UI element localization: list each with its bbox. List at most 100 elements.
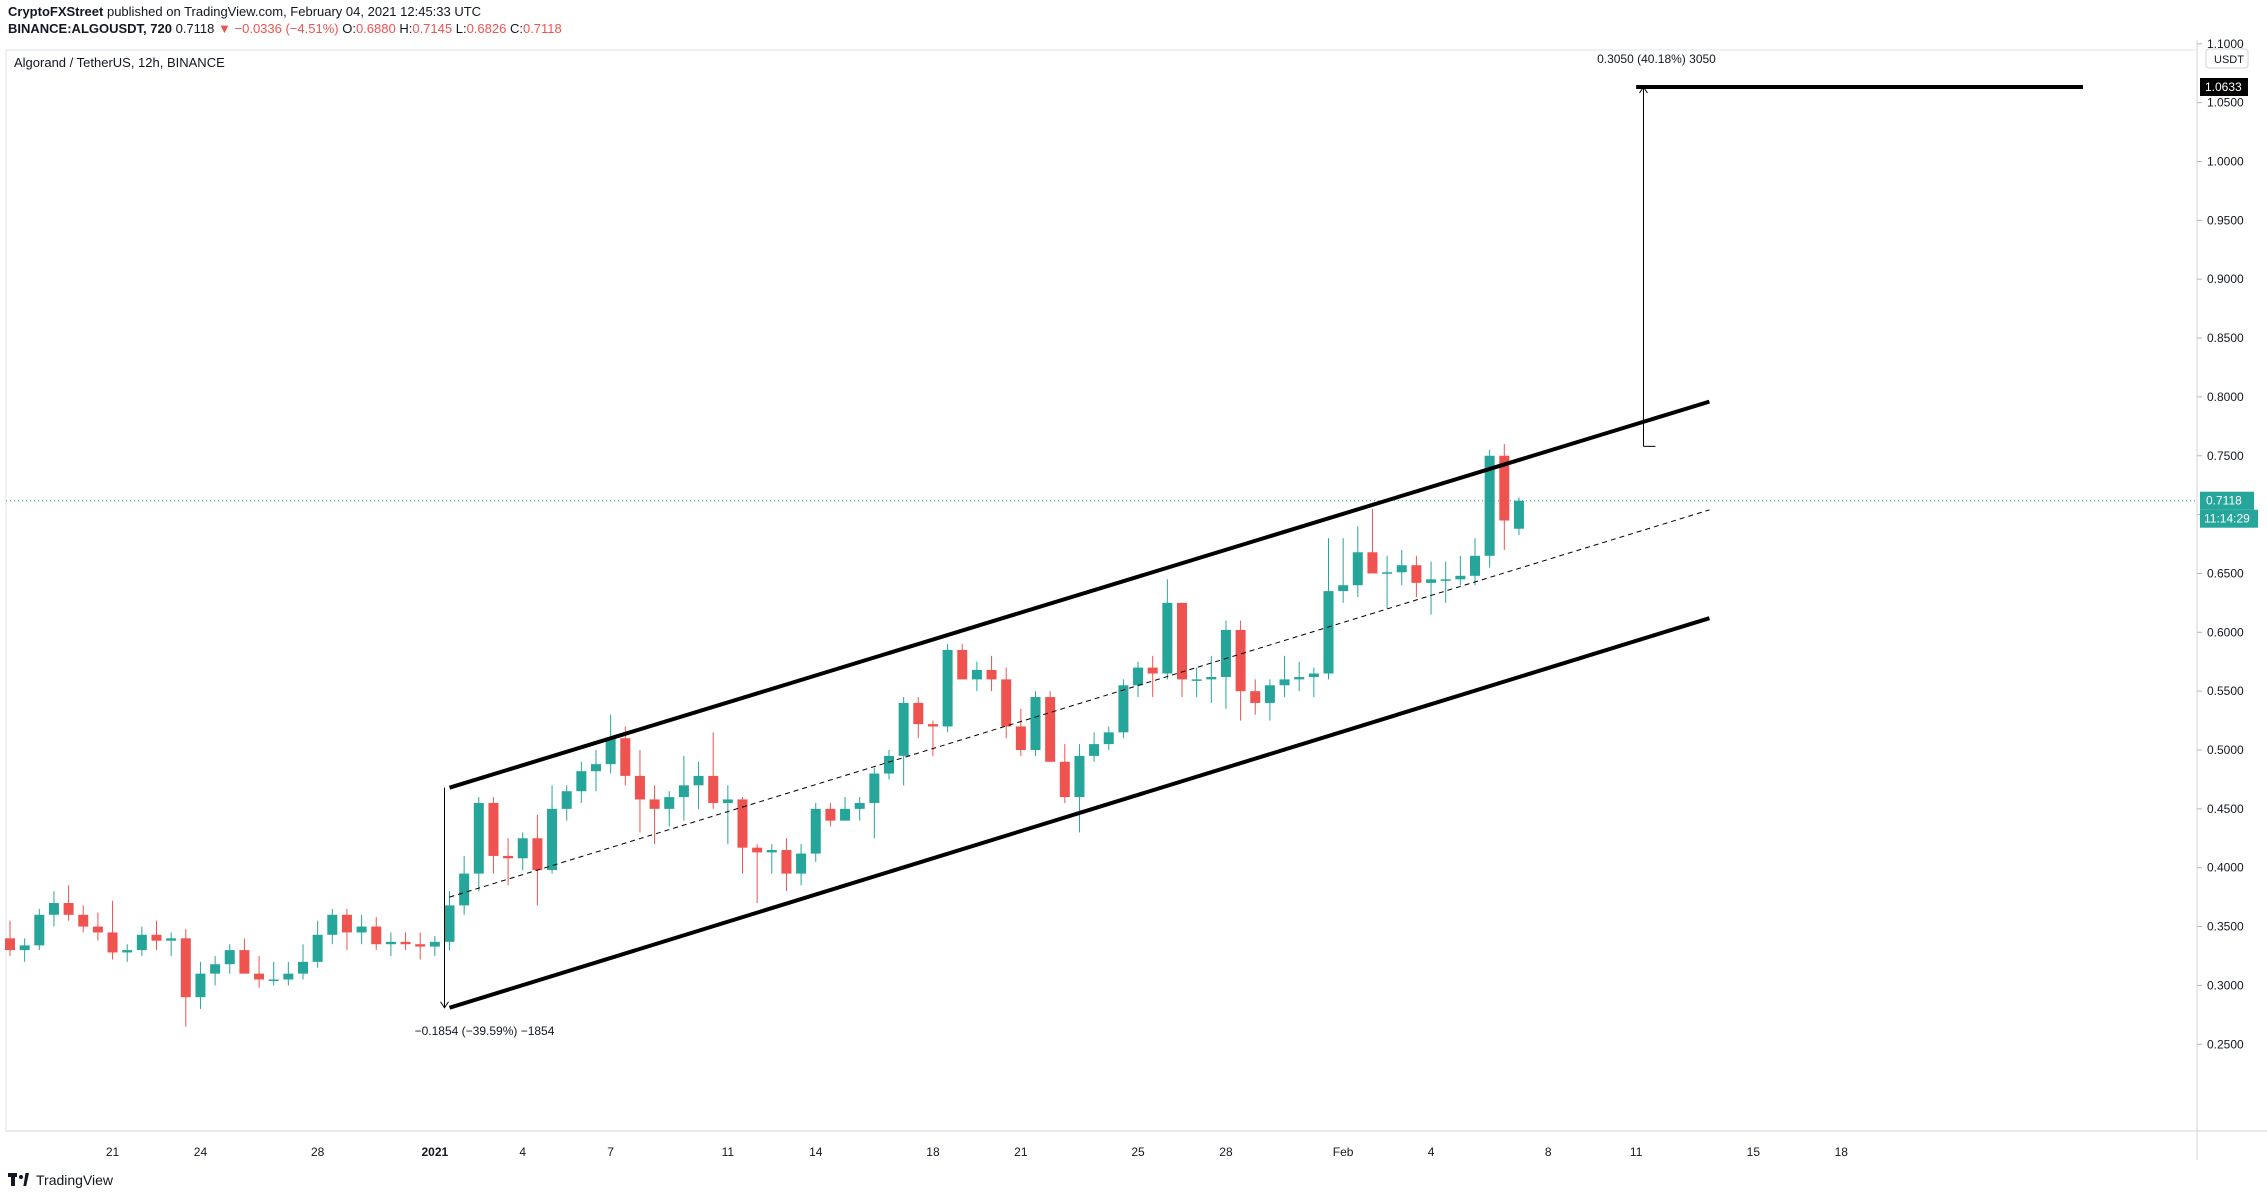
tradingview-brand: TradingView (36, 1172, 114, 1188)
candle-body (1015, 726, 1026, 751)
open-value: 0.6880 (355, 21, 396, 36)
low-label: L: (455, 21, 467, 36)
symbol-label: BINANCE:ALGOUSDT, 720 (8, 21, 172, 36)
candle-body (1323, 591, 1334, 674)
candle-body (664, 797, 675, 809)
y-tick-label: 0.9500 (2207, 213, 2244, 227)
candle-body (722, 799, 733, 803)
countdown-badge (2200, 509, 2258, 528)
candle-body (854, 802, 865, 809)
candle-body (561, 791, 572, 809)
candle-body (869, 773, 880, 803)
y-tick-label: 0.5500 (2207, 684, 2244, 698)
candle-body (693, 775, 704, 786)
candle-body (1001, 679, 1012, 727)
candle-body (1074, 755, 1085, 798)
y-tick-label: 0.7500 (2207, 449, 2244, 463)
candle-body (1294, 677, 1305, 680)
x-tick-label: 21 (106, 1145, 120, 1159)
y-tick-label: 0.6500 (2207, 566, 2244, 580)
candle-body (224, 950, 235, 965)
candle-body (122, 950, 133, 953)
candle-body (210, 964, 221, 974)
x-tick-label: 28 (311, 1145, 325, 1159)
y-tick-label: 0.3500 (2207, 920, 2244, 934)
y-tick-label: 0.3000 (2207, 978, 2244, 992)
change-arrow-icon: ▼ (218, 21, 231, 36)
channel-lower-line (448, 616, 1710, 1010)
published-text: published on TradingView.com, February 0… (103, 4, 482, 19)
last-price-badge-label: 0.7118 (2206, 494, 2242, 508)
candle-body (1513, 500, 1524, 529)
candle-body (1382, 572, 1393, 574)
candle-body (766, 850, 777, 853)
candle-body (1059, 761, 1070, 798)
candle-body (298, 961, 308, 974)
candle-body (1045, 697, 1056, 762)
candle-body (1426, 579, 1437, 583)
measure-up-label: 0.3050 (40.18%) 3050 (1597, 52, 1716, 66)
candle-body (195, 973, 206, 998)
y-tick-label: 1.0000 (2207, 155, 2244, 169)
close-label: C: (509, 21, 523, 36)
candle-body (1440, 579, 1451, 581)
candle-body (5, 938, 15, 951)
candle-body (1484, 455, 1495, 556)
x-tick-label: 25 (1131, 1145, 1145, 1159)
x-tick-label: 15 (1747, 1145, 1761, 1159)
y-tick-label: 0.6000 (2207, 625, 2244, 639)
y-tick-label: 0.8000 (2207, 390, 2244, 404)
candle-body (620, 738, 631, 776)
candle-body (634, 775, 645, 800)
candle-body (1367, 552, 1378, 574)
candle-body (1118, 685, 1129, 733)
y-tick-label: 0.8500 (2207, 331, 2244, 345)
candle-body (927, 724, 938, 727)
candle-body (1162, 602, 1173, 674)
candle-body (444, 905, 455, 942)
candle-body (796, 853, 807, 874)
candle-body (107, 932, 118, 953)
x-tick-label: 2021 (421, 1145, 448, 1159)
candle-body (312, 934, 323, 962)
channel-middle-line (449, 509, 1710, 898)
candle-body (708, 775, 719, 803)
publisher-name: CryptoFXStreet (8, 4, 104, 19)
measure-down-arrow-icon (440, 1001, 449, 1009)
x-tick-label: 8 (1545, 1145, 1552, 1159)
chart-title: Algorand / TetherUS, 12h, BINANCE (14, 55, 225, 70)
candle-body (752, 847, 763, 853)
x-tick-label: Feb (1333, 1145, 1354, 1159)
candle-body (532, 838, 543, 871)
candle-body (371, 926, 382, 945)
x-tick-label: 21 (1014, 1145, 1028, 1159)
last-price: 0.7118 (175, 21, 215, 36)
measure-down-label: −0.1854 (−39.59%) −1854 (415, 1024, 555, 1038)
y-tick-label: 1.0500 (2207, 96, 2244, 110)
x-tick-label: 28 (1219, 1145, 1233, 1159)
target-badge-label: 1.0633 (2205, 80, 2242, 94)
candle-body (327, 914, 338, 935)
y-tick-label: 0.9000 (2207, 272, 2244, 286)
candle-body (385, 941, 396, 945)
candle-body (503, 855, 514, 859)
candle-body (400, 941, 411, 945)
tradingview-logo[interactable]: TradingView (8, 1172, 113, 1188)
candle-body (1030, 697, 1041, 751)
candle-body (547, 808, 558, 871)
plot-frame (5, 49, 2198, 1132)
candle-body (1352, 552, 1363, 586)
candle-body (840, 808, 851, 821)
candle-body (136, 934, 147, 951)
x-tick-label: 4 (519, 1145, 526, 1159)
symbol-ohlc-line: BINANCE:ALGOUSDT, 720 0.7118 ▼ −0.0336 (… (8, 21, 562, 36)
x-tick-label: 11 (722, 1145, 735, 1159)
candle-body (1250, 691, 1261, 703)
candle-body (591, 764, 601, 772)
candle-body (781, 850, 792, 874)
candle-body (92, 926, 103, 933)
candle-body (605, 738, 616, 765)
candle-body (1191, 679, 1202, 681)
candle-body (268, 979, 279, 982)
